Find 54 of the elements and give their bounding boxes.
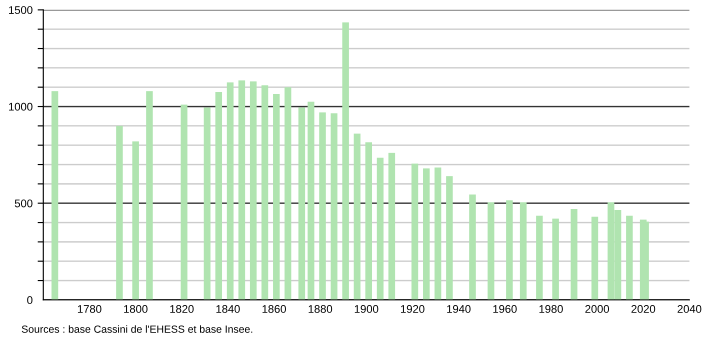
x-tick-label: 1860 (262, 305, 286, 313)
x-tick-label: 2040 (678, 305, 702, 313)
bar (365, 142, 372, 300)
bar (132, 141, 139, 300)
bar (446, 176, 453, 300)
x-tick-label: 1820 (170, 305, 194, 313)
x-tick-label: 1920 (401, 305, 424, 313)
bar (284, 87, 292, 300)
bar (52, 91, 58, 300)
y-tick-label: 0 (27, 296, 32, 304)
bar (626, 216, 633, 300)
bar (204, 108, 210, 300)
bar (273, 94, 280, 300)
bar (342, 22, 349, 300)
bar (319, 112, 326, 300)
bar (238, 80, 246, 300)
bar (570, 209, 578, 300)
x-tick-label: 2000 (585, 305, 610, 313)
bar (591, 216, 598, 300)
x-tick-label: 1780 (78, 305, 102, 313)
bar (308, 102, 314, 300)
bar (388, 152, 396, 300)
bar (469, 194, 476, 300)
x-tick-label: 2020 (631, 305, 656, 313)
y-tick-label: 1500 (9, 6, 32, 14)
bar (146, 91, 153, 300)
bar (506, 200, 513, 300)
bar (180, 104, 188, 300)
x-tick-label: 1940 (447, 305, 471, 313)
x-tick-label: 1980 (539, 305, 563, 313)
bar (488, 202, 494, 300)
bar (434, 167, 442, 300)
bar (226, 82, 234, 300)
y-tick-label: 1000 (9, 102, 32, 111)
bar (354, 134, 360, 300)
x-tick-label: 1960 (493, 305, 517, 313)
bar (330, 113, 338, 300)
bar (215, 92, 222, 300)
bar (116, 126, 123, 300)
bar (536, 216, 543, 300)
bar (376, 158, 384, 300)
source-note: Sources : base Cassini de l'EHESS et base Insee. (22, 325, 252, 333)
x-tick-label: 1840 (216, 305, 240, 313)
bar (552, 218, 559, 300)
x-tick-label: 1800 (124, 305, 148, 313)
bar (250, 81, 257, 300)
x-tick-label: 1880 (308, 305, 332, 313)
bar (423, 168, 430, 300)
bar (298, 108, 306, 300)
bar (261, 85, 268, 300)
y-tick-label: 500 (14, 199, 32, 208)
bar (520, 202, 527, 300)
bar (411, 164, 418, 300)
x-tick-label: 1900 (354, 305, 378, 313)
